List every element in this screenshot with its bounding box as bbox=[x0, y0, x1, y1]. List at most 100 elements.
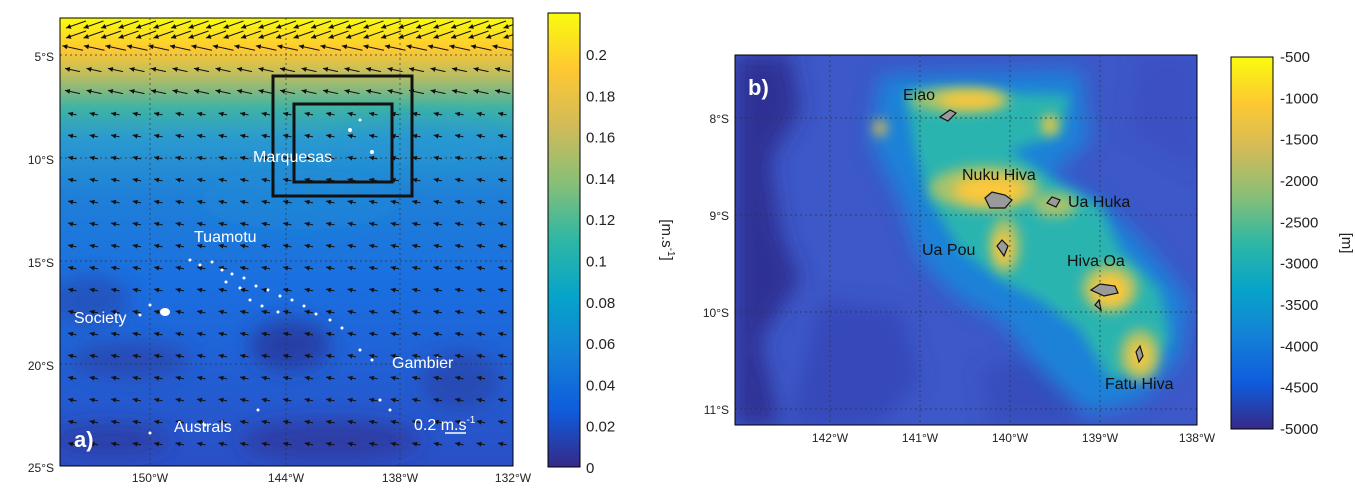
wind-vector bbox=[240, 30, 262, 39]
wind-vector bbox=[282, 309, 292, 315]
wind-vector bbox=[390, 441, 400, 447]
colorbar-tick: 0.12 bbox=[586, 212, 615, 229]
wind-vector bbox=[196, 353, 206, 359]
panel-a-x-axis: 150°W 144°W 138°W 132°W bbox=[132, 471, 532, 485]
wind-vector bbox=[279, 66, 296, 73]
wind-vector bbox=[282, 243, 292, 249]
wind-vector bbox=[218, 155, 228, 161]
wind-vector bbox=[132, 111, 142, 117]
wind-vector bbox=[218, 199, 228, 205]
wind-vector bbox=[118, 30, 139, 39]
wind-vector bbox=[304, 243, 314, 249]
wind-vector bbox=[153, 243, 163, 249]
wind-vector bbox=[64, 66, 81, 73]
wind-vector bbox=[325, 243, 335, 249]
wind-vector bbox=[150, 88, 167, 95]
wind-vector bbox=[411, 375, 421, 381]
wind-vector bbox=[282, 133, 292, 139]
wind-vector bbox=[175, 111, 185, 117]
wind-vector bbox=[476, 177, 486, 183]
wind-vector bbox=[454, 177, 464, 183]
wind-vector bbox=[433, 177, 443, 183]
wind-vector bbox=[363, 20, 384, 29]
wind-vector bbox=[450, 30, 472, 39]
wind-vector bbox=[497, 309, 507, 315]
wind-vector bbox=[218, 265, 228, 271]
wind-vector bbox=[390, 199, 400, 205]
wind-vector bbox=[347, 419, 357, 425]
wind-vector bbox=[433, 243, 443, 249]
colorbar-tick: -3500 bbox=[1280, 297, 1318, 314]
wind-vector bbox=[368, 419, 378, 425]
x-tick: 138°W bbox=[1179, 431, 1216, 445]
wind-vector bbox=[325, 265, 335, 271]
wind-vector bbox=[503, 23, 513, 29]
wind-vector bbox=[368, 397, 378, 403]
wind-vector bbox=[67, 177, 77, 183]
wind-vector bbox=[234, 44, 256, 51]
wind-vector bbox=[89, 155, 99, 161]
wind-vector bbox=[468, 30, 489, 39]
wind-vector bbox=[196, 265, 206, 271]
scale-arrow-label: 0.2 m.s-1 bbox=[414, 415, 476, 434]
wind-vector bbox=[347, 243, 357, 249]
wind-vector bbox=[132, 133, 142, 139]
wind-vector bbox=[390, 243, 400, 249]
wind-vector bbox=[476, 243, 486, 249]
wind-vector bbox=[132, 309, 142, 315]
wind-vector bbox=[454, 353, 464, 359]
wind-vector bbox=[170, 30, 192, 39]
wind-vector bbox=[476, 265, 486, 271]
wind-vector bbox=[304, 419, 314, 425]
wind-vector bbox=[261, 265, 271, 271]
wind-vector bbox=[454, 133, 464, 139]
wind-vector bbox=[239, 309, 249, 315]
wind-vector bbox=[497, 353, 507, 359]
wind-vector bbox=[390, 419, 400, 425]
wind-vector bbox=[132, 265, 142, 271]
wind-vector bbox=[218, 111, 228, 117]
wind-vector bbox=[223, 30, 244, 39]
wind-vector bbox=[497, 287, 507, 293]
wind-vector bbox=[218, 177, 228, 183]
wind-vector bbox=[132, 221, 142, 227]
label-ua-huka: Ua Huka bbox=[1068, 194, 1130, 211]
wind-vector bbox=[411, 331, 421, 337]
wind-vector bbox=[239, 133, 249, 139]
wind-vector bbox=[110, 243, 120, 249]
island-shapes bbox=[938, 109, 1144, 364]
wind-vector bbox=[218, 331, 228, 337]
wind-vector bbox=[344, 88, 360, 95]
wind-vector bbox=[454, 111, 464, 117]
wind-vector bbox=[191, 44, 213, 51]
label-nuku-hiva: Nuku Hiva bbox=[962, 167, 1036, 184]
wind-vector bbox=[175, 155, 185, 161]
wind-vector bbox=[497, 331, 507, 337]
wind-vector bbox=[89, 243, 99, 249]
colorbar-tick: 0.16 bbox=[586, 130, 615, 147]
x-tick: 150°W bbox=[132, 471, 169, 485]
wind-vector bbox=[282, 177, 292, 183]
wind-vector bbox=[387, 66, 403, 73]
wind-vector bbox=[427, 44, 449, 51]
wind-vector bbox=[449, 44, 471, 51]
wind-vector bbox=[433, 265, 443, 271]
wind-vector bbox=[261, 111, 271, 117]
wind-vector bbox=[433, 419, 443, 425]
wind-vector bbox=[239, 111, 249, 117]
panel-b-map: b) Eiao Nuku Hiva Ua Huka Ua Pou Hiva Oa… bbox=[734, 54, 1198, 426]
wind-vector bbox=[175, 199, 185, 205]
y-tick: 8°S bbox=[710, 112, 729, 126]
wind-vector bbox=[363, 44, 385, 51]
y-tick: 11°S bbox=[704, 403, 729, 417]
wind-vector bbox=[411, 287, 421, 293]
wind-vector bbox=[132, 155, 142, 161]
wind-vector bbox=[433, 155, 443, 161]
wind-vector bbox=[110, 375, 120, 381]
wind-vector bbox=[100, 20, 122, 29]
wind-vector bbox=[451, 66, 468, 73]
wind-vector bbox=[282, 419, 292, 425]
wind-vector bbox=[411, 309, 421, 315]
wind-vector bbox=[325, 155, 335, 161]
